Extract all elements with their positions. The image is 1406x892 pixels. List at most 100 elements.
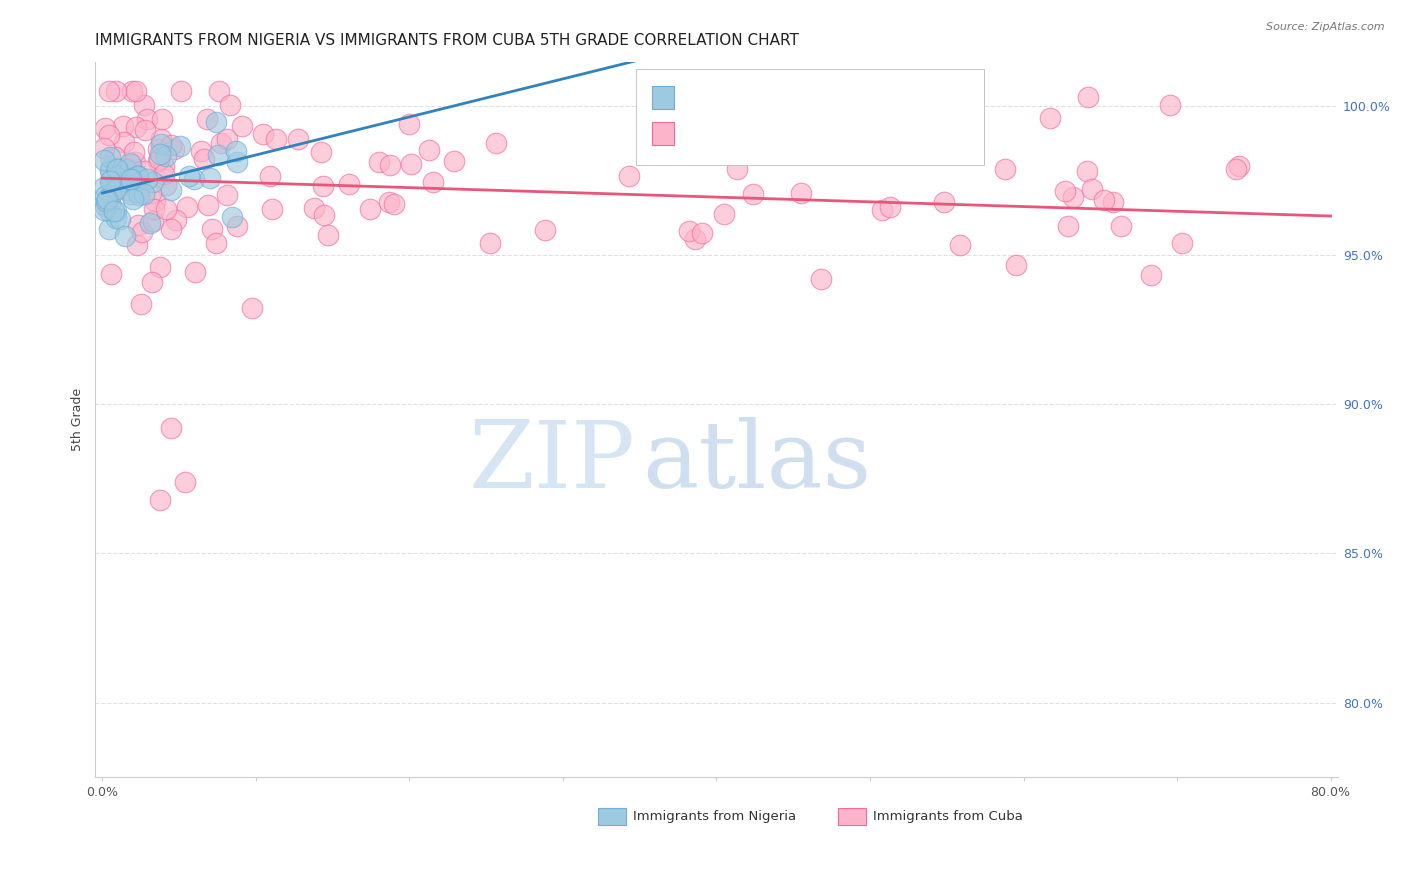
Point <box>114 135 136 149</box>
Point <box>208 84 231 98</box>
Point <box>127 218 149 232</box>
Point <box>205 236 228 251</box>
Point <box>98 84 121 98</box>
Point <box>264 132 287 146</box>
Point <box>418 143 440 157</box>
Point <box>225 155 247 169</box>
Point <box>96 192 118 206</box>
Point <box>112 174 135 188</box>
Point <box>97 221 120 235</box>
Point <box>197 198 219 212</box>
Point <box>1057 219 1080 233</box>
Point <box>260 202 283 217</box>
Point <box>359 202 381 217</box>
Point <box>193 152 215 166</box>
Point <box>93 140 115 154</box>
Point <box>160 183 183 197</box>
Point <box>127 169 149 183</box>
Point <box>98 164 121 178</box>
Text: 125: 125 <box>886 124 920 142</box>
Point <box>93 153 115 167</box>
Point <box>932 131 955 145</box>
Point <box>118 156 141 170</box>
Point <box>149 260 172 275</box>
Point <box>146 153 169 168</box>
Point <box>205 115 228 129</box>
Point <box>367 155 389 169</box>
Point <box>97 128 120 142</box>
Point <box>790 186 813 200</box>
Point <box>183 171 205 186</box>
Point <box>105 182 128 196</box>
Point <box>93 199 115 213</box>
Point <box>225 144 247 158</box>
Point <box>870 203 893 218</box>
Point <box>128 188 150 202</box>
Text: atlas: atlas <box>643 417 872 508</box>
Point <box>198 171 221 186</box>
Point <box>121 84 143 98</box>
Point <box>533 223 555 237</box>
Point <box>240 301 263 316</box>
Point <box>728 110 751 124</box>
Point <box>316 227 339 242</box>
Text: 0.400: 0.400 <box>748 88 800 106</box>
Point <box>98 195 121 210</box>
Point <box>949 237 972 252</box>
Point <box>1076 164 1098 178</box>
Point <box>138 216 160 230</box>
Point <box>1159 98 1181 112</box>
Y-axis label: 5th Grade: 5th Grade <box>72 388 84 450</box>
Point <box>104 150 127 164</box>
Point <box>125 169 148 183</box>
Point <box>155 178 177 192</box>
Point <box>125 238 148 252</box>
Point <box>201 221 224 235</box>
Text: Immigrants from Nigeria: Immigrants from Nigeria <box>633 810 796 823</box>
Point <box>108 211 131 226</box>
Point <box>1077 90 1099 104</box>
Point <box>150 131 173 145</box>
Point <box>184 265 207 279</box>
Point <box>134 164 156 178</box>
Point <box>100 187 122 202</box>
Text: Source: ZipAtlas.com: Source: ZipAtlas.com <box>1267 22 1385 32</box>
Point <box>114 228 136 243</box>
Point <box>195 112 218 126</box>
Point <box>312 208 335 222</box>
Point <box>122 145 145 160</box>
Point <box>153 167 176 181</box>
Point <box>1225 161 1247 176</box>
Point <box>142 214 165 228</box>
Point <box>1171 235 1194 250</box>
Point <box>96 198 118 212</box>
Point <box>1109 219 1132 233</box>
Text: -0.164: -0.164 <box>748 124 807 142</box>
Point <box>932 194 955 209</box>
Point <box>103 204 125 219</box>
Point <box>1139 268 1161 282</box>
Point <box>94 188 117 202</box>
Point <box>1080 182 1102 196</box>
Point <box>1102 194 1125 209</box>
Point <box>219 97 242 112</box>
Point <box>97 203 120 218</box>
Bar <box>652 86 675 109</box>
Text: R =: R = <box>686 88 723 106</box>
Point <box>142 175 165 189</box>
Point <box>337 177 360 191</box>
Point <box>176 200 198 214</box>
Point <box>121 192 143 206</box>
FancyBboxPatch shape <box>636 69 984 165</box>
Point <box>845 143 868 157</box>
Point <box>159 221 181 235</box>
Point <box>146 142 169 156</box>
Point <box>741 187 763 202</box>
Point <box>443 154 465 169</box>
Point <box>117 171 139 186</box>
Point <box>302 201 325 215</box>
Point <box>93 180 115 194</box>
Point <box>104 211 127 225</box>
Point <box>617 169 640 184</box>
Text: Immigrants from Cuba: Immigrants from Cuba <box>873 810 1024 823</box>
